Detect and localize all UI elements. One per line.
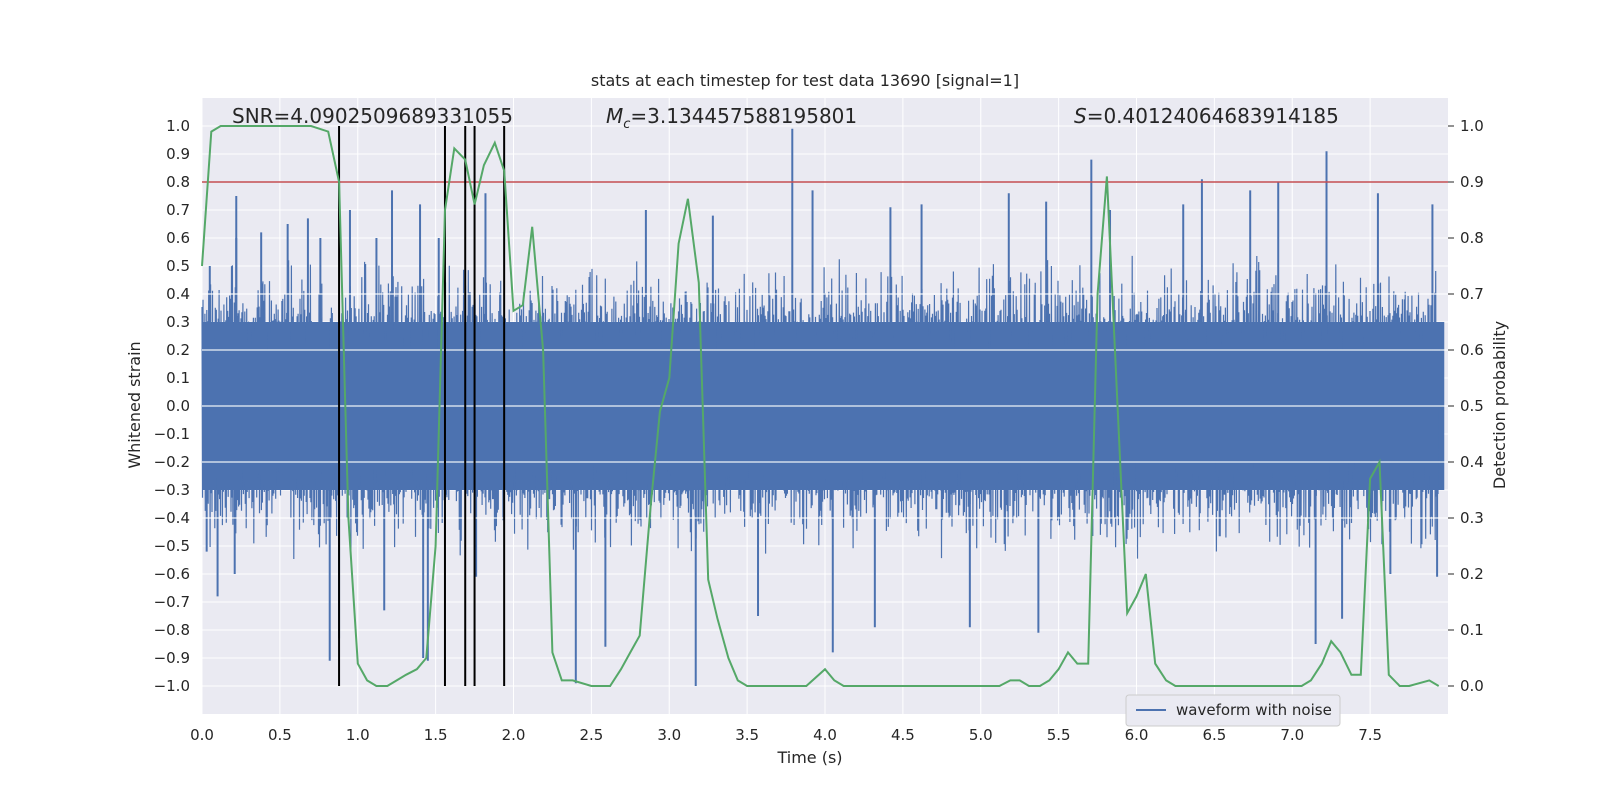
y-tick-label: 0.5: [166, 257, 190, 275]
y-tick-label: 1.0: [166, 117, 190, 135]
mc-annotation: Mc=3.134457588195801: [606, 104, 857, 132]
s-annotation: S=0.40124064683914185: [1074, 104, 1339, 128]
legend: waveform with noise: [1125, 694, 1341, 727]
y-tick-label: −0.9: [154, 649, 190, 667]
y-right-tick-label: 0.0: [1460, 677, 1484, 695]
x-tick-label: 2.5: [579, 726, 603, 744]
snr-annotation: SNR=4.0902509689331055: [232, 104, 513, 128]
y-right-tick-label: 0.5: [1460, 397, 1484, 415]
y-tick-label: 0.3: [166, 313, 190, 331]
x-tick-label: 4.0: [813, 726, 837, 744]
y-right-tick-label: 0.1: [1460, 621, 1484, 639]
mc-value: =3.134457588195801: [630, 104, 857, 128]
y-tick-label: −0.1: [154, 425, 190, 443]
x-axis-ticks: 0.0 0.5 1.0 1.5 2.0 2.5 3.0 3.5 4.0 4.5 5.0 5.5 6.0 6…: [190, 726, 1382, 744]
y-right-tick-label: 0.8: [1460, 229, 1484, 247]
mc-symbol: M: [606, 104, 623, 128]
y-tick-label: 0.9: [166, 145, 190, 163]
detection-probability-line: [201, 125, 1440, 687]
x-tick-label: 2.0: [502, 726, 526, 744]
y-tick-label: −0.7: [154, 593, 190, 611]
y-axis-ticks: −1.0 −0.9 −0.8 −0.7 −0.6 −0.5 −0.4 −0.3 −0.2 −0.1…: [154, 117, 190, 695]
y-axis-right-label: Detection probability: [1490, 321, 1509, 489]
waveform-trace: [201, 255, 1439, 560]
y-tick-label: −0.4: [154, 509, 190, 527]
legend-box: [1125, 694, 1341, 727]
y-tick-label: −0.2: [154, 453, 190, 471]
y-tick-label: 0.1: [166, 369, 190, 387]
y-tick-label: −1.0: [154, 677, 190, 695]
x-tick-label: 7.5: [1358, 726, 1382, 744]
detection-probability-series: [201, 125, 1440, 687]
x-tick-label: 0.5: [268, 726, 292, 744]
x-tick-label: 3.5: [735, 726, 759, 744]
stat-annotations: SNR=4.0902509689331055 Mc=3.134457588195…: [232, 104, 1339, 132]
y-right-tick-label: 0.3: [1460, 509, 1484, 527]
legend-entry-waveform: waveform with noise: [1176, 701, 1332, 719]
y-right-tick-label: 1.0: [1460, 117, 1484, 135]
y-right-tick-label: 0.4: [1460, 453, 1484, 471]
y-tick-label: 0.0: [166, 397, 190, 415]
y-right-tick-label: 0.9: [1460, 173, 1484, 191]
y-axis-label: Whitened strain: [125, 341, 144, 468]
x-tick-label: 3.0: [657, 726, 681, 744]
mc-subscript: c: [623, 117, 630, 132]
x-tick-label: 1.0: [346, 726, 370, 744]
y-axis-right-ticks: 0.0 0.1 0.2 0.3 0.4 0.5 0.6 0.7 0.8 0.9 1.0: [1448, 117, 1484, 695]
x-tick-label: 0.0: [190, 726, 214, 744]
waveform-series: [201, 128, 1448, 686]
y-tick-label: 0.7: [166, 201, 190, 219]
x-tick-label: 7.0: [1280, 726, 1304, 744]
s-value: =0.40124064683914185: [1087, 104, 1339, 128]
y-tick-label: −0.8: [154, 621, 190, 639]
y-tick-label: 0.8: [166, 173, 190, 191]
x-tick-label: 4.5: [891, 726, 915, 744]
x-tick-label: 1.5: [424, 726, 448, 744]
plot-area: SNR=4.0902509689331055 Mc=3.134457588195…: [201, 98, 1448, 714]
x-tick-label: 5.0: [969, 726, 993, 744]
x-tick-label: 6.5: [1202, 726, 1226, 744]
y-right-tick-label: 0.6: [1460, 341, 1484, 359]
x-tick-label: 6.0: [1125, 726, 1149, 744]
y-tick-label: 0.6: [166, 229, 190, 247]
y-tick-label: 0.2: [166, 341, 190, 359]
y-tick-label: 0.4: [166, 285, 190, 303]
x-axis-label: Time (s): [776, 748, 842, 767]
x-tick-label: 5.5: [1047, 726, 1071, 744]
y-tick-label: −0.6: [154, 565, 190, 583]
y-right-tick-label: 0.2: [1460, 565, 1484, 583]
s-symbol: S: [1074, 104, 1087, 128]
y-tick-label: −0.3: [154, 481, 190, 499]
y-tick-label: −0.5: [154, 537, 190, 555]
y-right-tick-label: 0.7: [1460, 285, 1484, 303]
chart-title: stats at each timestep for test data 136…: [591, 71, 1019, 90]
